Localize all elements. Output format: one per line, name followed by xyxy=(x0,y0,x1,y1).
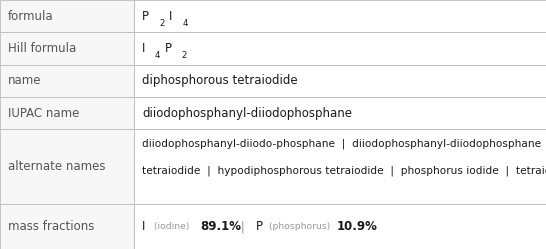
Text: name: name xyxy=(8,74,41,87)
Text: |: | xyxy=(237,220,248,233)
Text: I: I xyxy=(169,10,173,23)
Text: 4: 4 xyxy=(183,19,188,28)
Text: formula: formula xyxy=(8,10,54,23)
Bar xyxy=(0,32,134,65)
Text: Hill formula: Hill formula xyxy=(8,42,76,55)
Text: 10.9%: 10.9% xyxy=(337,220,378,233)
Bar xyxy=(134,32,546,65)
Bar xyxy=(134,97,546,129)
Text: diphosphorous tetraiodide: diphosphorous tetraiodide xyxy=(142,74,298,87)
Text: diiodophosphanyl-diiodo-phosphane  |  diiodophosphanyl-diiodophosphane  |  dipho: diiodophosphanyl-diiodo-phosphane | diio… xyxy=(142,138,546,149)
Text: 2: 2 xyxy=(182,51,187,60)
Text: P: P xyxy=(142,10,149,23)
Bar xyxy=(0,97,134,129)
Bar xyxy=(0,129,134,204)
Text: alternate names: alternate names xyxy=(8,160,106,173)
Bar xyxy=(0,65,134,97)
Text: (phosphorus): (phosphorus) xyxy=(266,222,333,231)
Text: 89.1%: 89.1% xyxy=(200,220,241,233)
Bar xyxy=(134,0,546,32)
Text: I: I xyxy=(142,42,145,55)
Text: (iodine): (iodine) xyxy=(151,222,192,231)
Text: P: P xyxy=(165,42,172,55)
Text: diiodophosphanyl-diiodophosphane: diiodophosphanyl-diiodophosphane xyxy=(142,107,352,120)
Bar xyxy=(134,204,546,249)
Text: 2: 2 xyxy=(159,19,165,28)
Bar xyxy=(134,129,546,204)
Text: P: P xyxy=(256,220,263,233)
Bar xyxy=(0,0,134,32)
Bar xyxy=(134,65,546,97)
Text: 4: 4 xyxy=(155,51,160,60)
Text: tetraiodide  |  hypodiphosphorous tetraiodide  |  phosphorus iodide  |  tetraiod: tetraiodide | hypodiphosphorous tetraiod… xyxy=(142,165,546,176)
Text: IUPAC name: IUPAC name xyxy=(8,107,80,120)
Bar xyxy=(0,204,134,249)
Text: I: I xyxy=(142,220,145,233)
Text: mass fractions: mass fractions xyxy=(8,220,94,233)
